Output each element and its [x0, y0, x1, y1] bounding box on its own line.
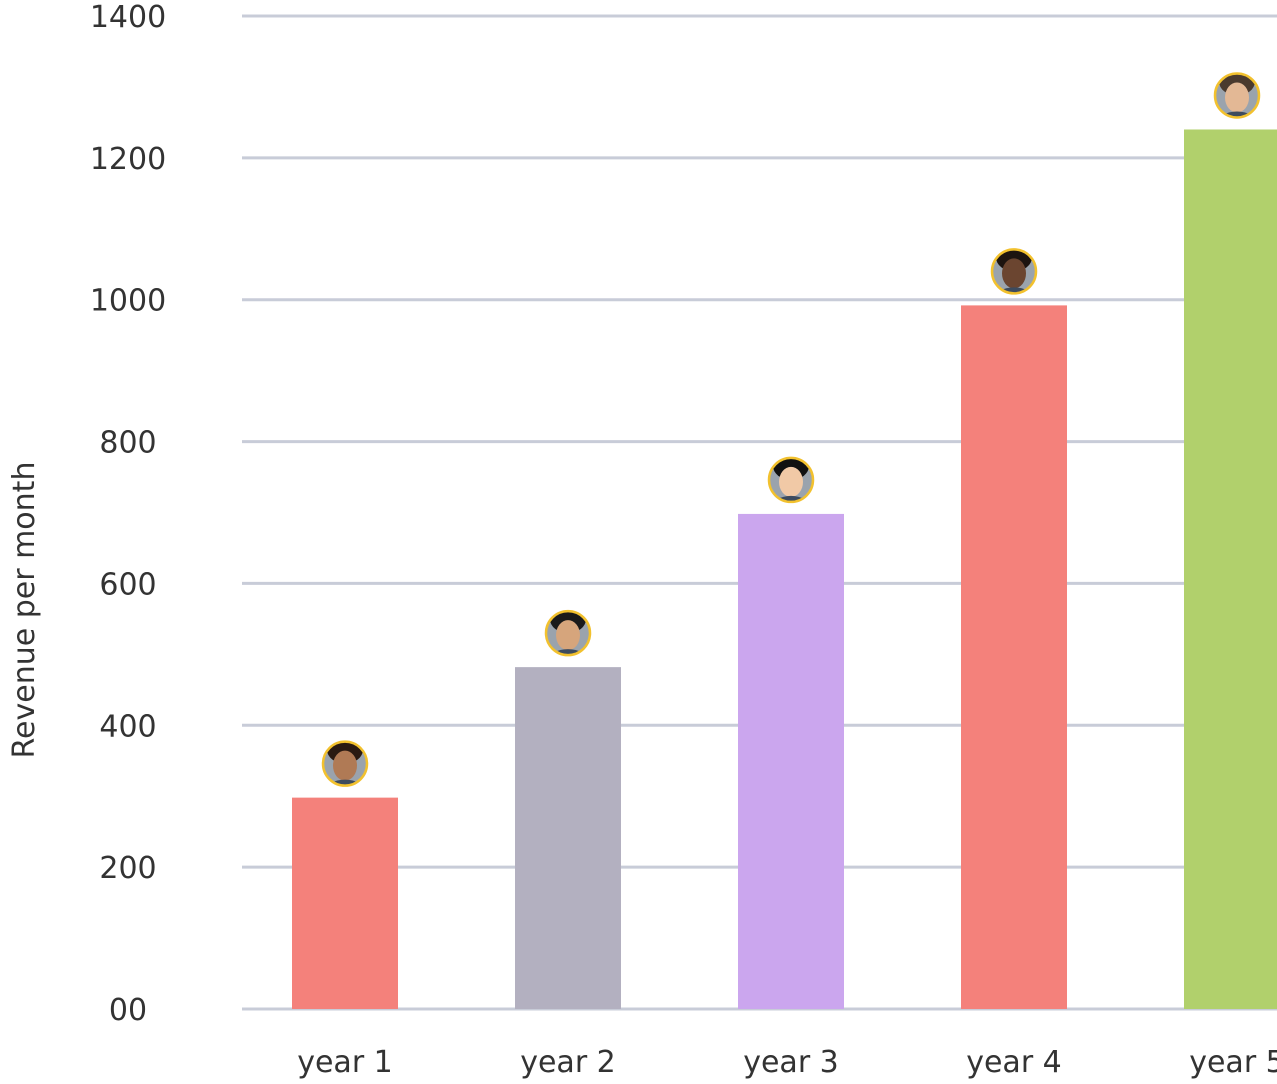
- bar-year-1: [292, 797, 398, 1009]
- bar-year-5: [1184, 129, 1277, 1009]
- bar-year-2: [515, 667, 621, 1009]
- avatar-icon: [767, 456, 815, 504]
- y-axis-title: Revenue per month: [7, 462, 42, 759]
- y-tick-label: 200: [99, 851, 156, 886]
- bar-year-3: [738, 513, 844, 1009]
- x-tick-label: year 4: [966, 1045, 1062, 1080]
- y-tick-label: 1000: [90, 284, 166, 319]
- x-axis-labels: year 1 year 2 year 3 year 4 year 5: [297, 1045, 1277, 1080]
- avatar-icon: [544, 609, 592, 657]
- y-tick-label: 00: [109, 993, 147, 1028]
- y-tick-label: 1200: [90, 142, 166, 177]
- y-tick-label: 600: [99, 567, 156, 602]
- avatar-icon: [321, 740, 369, 787]
- y-axis-ticks: 00 200 400 600 800 1000 1200 1400: [90, 0, 166, 1028]
- bars: [292, 129, 1277, 1010]
- avatars: [321, 72, 1261, 787]
- y-tick-label: 800: [99, 426, 156, 461]
- x-tick-label: year 5: [1189, 1045, 1277, 1080]
- avatar-icon: [990, 248, 1038, 295]
- y-tick-label: 400: [99, 709, 156, 744]
- y-tick-label: 1400: [90, 0, 166, 35]
- x-tick-label: year 1: [297, 1045, 393, 1080]
- x-tick-label: year 2: [520, 1045, 616, 1080]
- x-tick-label: year 3: [743, 1045, 839, 1080]
- bar-year-4: [961, 305, 1067, 1010]
- avatar-icon: [1213, 72, 1261, 119]
